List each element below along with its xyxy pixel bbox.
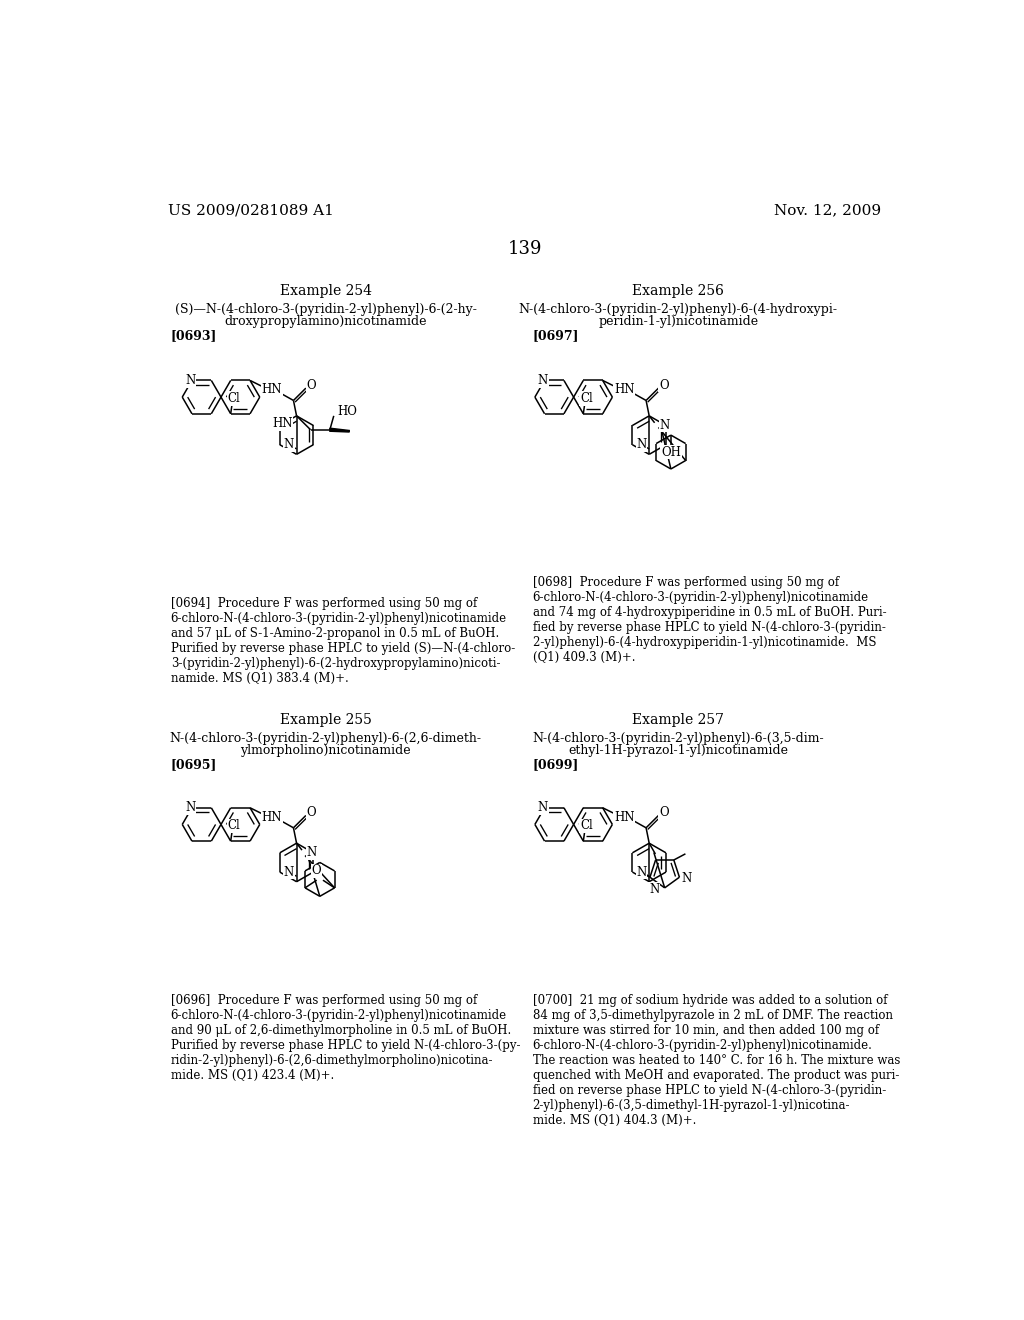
Text: N: N: [659, 418, 670, 432]
Text: N: N: [636, 438, 646, 451]
Text: Example 255: Example 255: [280, 713, 372, 727]
Text: O: O: [659, 807, 669, 818]
Text: [0698]  Procedure F was performed using 50 mg of
6-chloro-N-(4-chloro-3-(pyridin: [0698] Procedure F was performed using 5…: [532, 576, 886, 664]
Polygon shape: [330, 428, 349, 432]
Text: [0694]  Procedure F was performed using 50 mg of
6-chloro-N-(4-chloro-3-(pyridin: [0694] Procedure F was performed using 5…: [171, 597, 515, 685]
Text: N: N: [185, 801, 196, 814]
Text: N: N: [538, 801, 548, 814]
Text: ethyl-1H-pyrazol-1-yl)nicotinamide: ethyl-1H-pyrazol-1-yl)nicotinamide: [568, 744, 788, 758]
Text: [0697]: [0697]: [532, 330, 579, 342]
Text: [0693]: [0693]: [171, 330, 217, 342]
Text: HO: HO: [338, 405, 357, 418]
Text: O: O: [306, 379, 316, 392]
Text: [0699]: [0699]: [532, 758, 579, 771]
Text: OH: OH: [660, 446, 681, 458]
Text: [0696]  Procedure F was performed using 50 mg of
6-chloro-N-(4-chloro-3-(pyridin: [0696] Procedure F was performed using 5…: [171, 994, 520, 1082]
Text: N: N: [185, 374, 196, 387]
Text: [0700]  21 mg of sodium hydride was added to a solution of
84 mg of 3,5-dimethyl: [0700] 21 mg of sodium hydride was added…: [532, 994, 900, 1127]
Text: N: N: [284, 438, 294, 451]
Text: Example 257: Example 257: [632, 713, 724, 727]
Text: peridin-1-yl)nicotinamide: peridin-1-yl)nicotinamide: [598, 315, 759, 329]
Text: O: O: [306, 807, 316, 818]
Text: Cl: Cl: [580, 392, 593, 405]
Text: N: N: [649, 883, 659, 896]
Text: N-(4-chloro-3-(pyridin-2-yl)phenyl)-6-(4-hydroxypi-: N-(4-chloro-3-(pyridin-2-yl)phenyl)-6-(4…: [519, 304, 838, 317]
Text: N: N: [538, 374, 548, 387]
Text: (S)—N-(4-chloro-3-(pyridin-2-yl)phenyl)-6-(2-hy-: (S)—N-(4-chloro-3-(pyridin-2-yl)phenyl)-…: [175, 304, 476, 317]
Text: ylmorpholino)nicotinamide: ylmorpholino)nicotinamide: [241, 744, 411, 758]
Text: US 2009/0281089 A1: US 2009/0281089 A1: [168, 203, 334, 218]
Text: Cl: Cl: [580, 820, 593, 832]
Text: N: N: [636, 866, 646, 879]
Text: N-(4-chloro-3-(pyridin-2-yl)phenyl)-6-(2,6-dimeth-: N-(4-chloro-3-(pyridin-2-yl)phenyl)-6-(2…: [170, 733, 481, 744]
Text: 139: 139: [508, 240, 542, 259]
Text: Example 256: Example 256: [632, 284, 724, 298]
Text: Cl: Cl: [227, 392, 241, 405]
Text: HN: HN: [272, 417, 293, 430]
Text: [0695]: [0695]: [171, 758, 217, 771]
Text: N-(4-chloro-3-(pyridin-2-yl)phenyl)-6-(3,5-dim-: N-(4-chloro-3-(pyridin-2-yl)phenyl)-6-(3…: [532, 733, 824, 744]
Text: N: N: [682, 873, 692, 886]
Text: HN: HN: [614, 383, 635, 396]
Text: HN: HN: [261, 383, 282, 396]
Text: Example 254: Example 254: [280, 284, 372, 298]
Text: HN: HN: [261, 810, 282, 824]
Text: O: O: [311, 865, 321, 878]
Text: O: O: [659, 379, 669, 392]
Text: Nov. 12, 2009: Nov. 12, 2009: [774, 203, 882, 218]
Text: N: N: [306, 846, 316, 859]
Text: N: N: [284, 866, 294, 879]
Text: droxypropylamino)nicotinamide: droxypropylamino)nicotinamide: [224, 315, 427, 329]
Text: Cl: Cl: [227, 820, 241, 832]
Text: HN: HN: [614, 810, 635, 824]
